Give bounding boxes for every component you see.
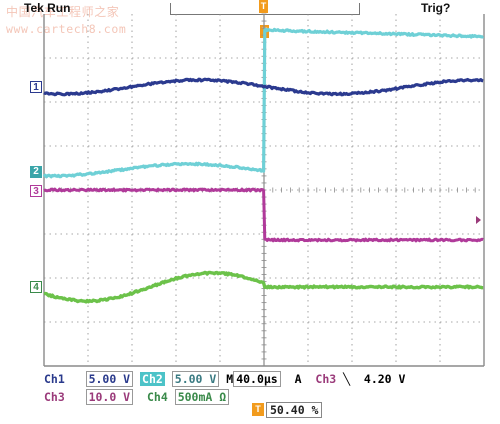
ch1-label: Ch1 [44, 372, 65, 386]
ch2-ground-marker[interactable]: 2 [30, 166, 42, 178]
trigger-slope-icon: ╲ [343, 372, 350, 386]
ch3-ground-marker[interactable]: 3 [30, 185, 42, 197]
readout-row-2: Ch3 10.0 V Ch4 500mA Ω [44, 390, 229, 404]
ch3-label: Ch3 [44, 390, 65, 404]
ch1-ground-marker[interactable]: 1 [30, 81, 42, 93]
ch2-waveform [44, 29, 483, 176]
trigger-level: 4.20 V [364, 372, 406, 386]
trigger-position-percent: 50.40 % [266, 402, 322, 418]
ch2-scale: 5.00 V [172, 371, 220, 387]
trigger-level-arrow [476, 216, 481, 224]
ch1-scale: 5.00 V [86, 371, 134, 387]
ch4-scale: 500mA Ω [175, 389, 229, 405]
trigger-label: A [295, 372, 302, 386]
trigger-percent-marker: T [252, 403, 264, 416]
trigger-source: Ch3 [315, 372, 336, 386]
ch4-label: Ch4 [147, 390, 168, 404]
readout-row-1: Ch1 5.00 V Ch2 5.00 V M 40.0μs A Ch3 ╲ 4.… [44, 372, 405, 386]
ch3-scale: 10.0 V [86, 389, 134, 405]
ch4-ground-marker[interactable]: 4 [30, 281, 42, 293]
ch3-waveform [44, 189, 483, 241]
timebase-value: 40.0μs [233, 371, 281, 387]
ch2-label: Ch2 [140, 372, 165, 386]
